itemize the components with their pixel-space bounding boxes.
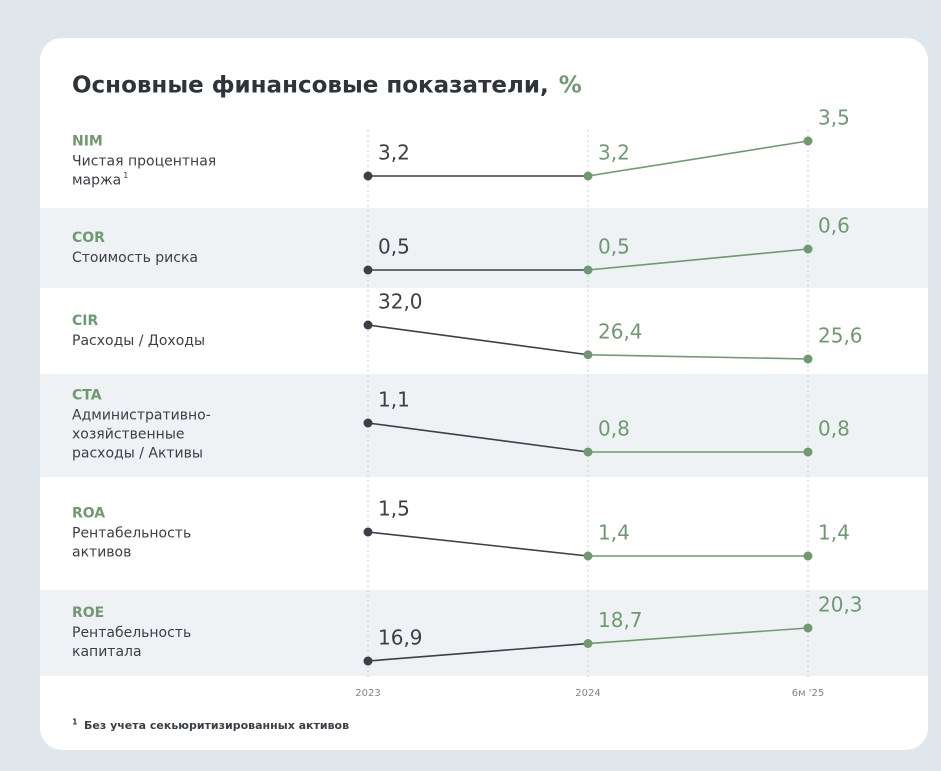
value-label: 0,5 — [378, 235, 410, 259]
point — [363, 527, 373, 537]
line-segment — [587, 353, 809, 360]
metric-name: Административно- — [72, 408, 211, 424]
row-band — [40, 374, 928, 477]
point — [363, 656, 373, 666]
footnote-mark: 1 — [72, 718, 78, 727]
row-band — [40, 590, 928, 676]
x-tick-label: 2023 — [355, 688, 380, 699]
value-label: 3,5 — [818, 106, 850, 130]
value-label: 0,8 — [818, 417, 850, 441]
point — [363, 320, 373, 330]
value-label: 3,2 — [598, 141, 630, 165]
metric-code: COR — [72, 230, 105, 246]
metric-code: NIM — [72, 134, 103, 150]
line-segment — [367, 324, 589, 356]
metric-code: CTA — [72, 388, 102, 404]
point — [583, 551, 593, 561]
point — [803, 447, 813, 457]
value-label: 32,0 — [378, 290, 423, 314]
chart-title: Основные финансовые показатели, — [72, 73, 549, 99]
point — [803, 551, 813, 561]
value-label: 26,4 — [598, 319, 643, 343]
footnote: Без учета секьюритизированных активов — [84, 719, 349, 732]
value-label: 16,9 — [378, 626, 423, 650]
metric-name: хозяйственные — [72, 427, 185, 443]
value-label: 25,6 — [818, 324, 863, 348]
value-label: 0,5 — [598, 235, 630, 259]
value-label: 20,3 — [818, 593, 863, 617]
value-label: 3,2 — [378, 141, 410, 165]
metric-name: Чистая процентная — [72, 154, 216, 170]
line-segment — [367, 422, 589, 453]
line-segment — [367, 642, 589, 662]
point — [803, 354, 813, 364]
point — [583, 171, 593, 181]
metric-code: ROE — [72, 605, 104, 621]
metric-name: Рентабельность — [72, 625, 191, 641]
point — [803, 244, 813, 254]
metric-name: расходы / Активы — [72, 446, 203, 462]
x-tick-label: 2024 — [575, 688, 600, 699]
point — [363, 171, 373, 181]
value-label: 0,8 — [598, 417, 630, 441]
point — [583, 265, 593, 275]
value-label: 1,4 — [818, 521, 850, 545]
point — [363, 265, 373, 275]
row-band — [40, 208, 928, 288]
line-segment — [587, 627, 809, 645]
line-segment — [587, 140, 809, 177]
point — [583, 350, 593, 360]
metric-name: капитала — [72, 644, 142, 660]
value-label: 1,4 — [598, 521, 630, 545]
metric-name: Стоимость риска — [72, 250, 198, 266]
point — [583, 639, 593, 649]
point — [583, 447, 593, 457]
metric-name: Расходы / Доходы — [72, 333, 205, 349]
metric-code: CIR — [72, 313, 98, 329]
value-label: 1,1 — [378, 388, 410, 412]
value-label: 1,5 — [378, 497, 410, 521]
unit: % — [559, 73, 582, 99]
point — [363, 418, 373, 428]
line-segment — [587, 248, 809, 271]
metric-name: Рентабельность — [72, 526, 191, 542]
footnote-ref: 1 — [123, 171, 128, 180]
x-tick-label: 6м '25 — [792, 688, 825, 699]
point — [803, 623, 813, 633]
metric-code: ROA — [72, 506, 105, 522]
metric-name: маржа — [72, 173, 121, 189]
point — [803, 136, 813, 146]
metric-name: активов — [72, 545, 131, 561]
line-segment — [367, 531, 589, 557]
value-label: 0,6 — [818, 214, 850, 238]
value-label: 18,7 — [598, 608, 643, 632]
